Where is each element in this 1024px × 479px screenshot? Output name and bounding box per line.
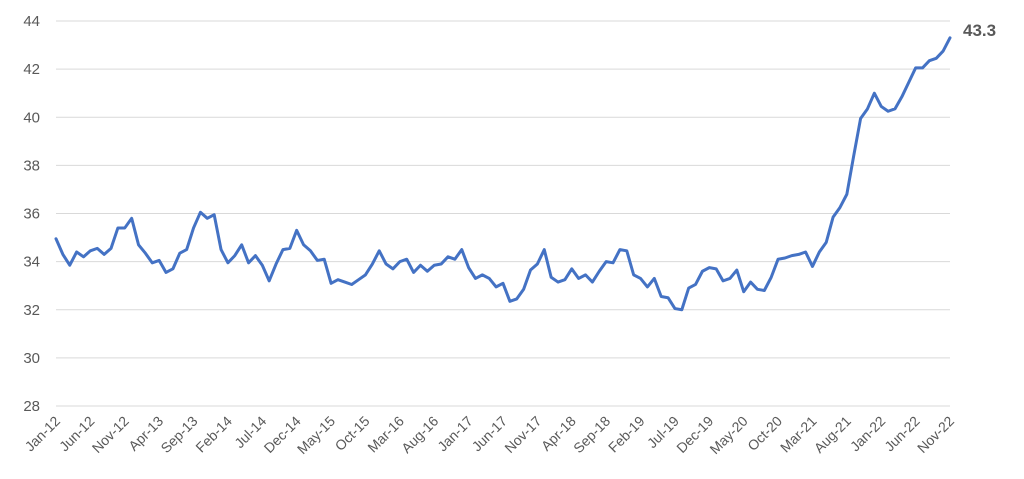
- y-tick-label: 28: [23, 398, 40, 415]
- x-tick-label: Nov-12: [89, 413, 132, 456]
- x-axis-tick-labels: Jan-12Jun-12Nov-12Apr-13Sep-13Feb-14Jul-…: [22, 413, 958, 457]
- x-tick-label: Sep-18: [570, 413, 613, 456]
- x-tick-label: Mar-21: [777, 413, 820, 456]
- y-tick-label: 42: [23, 61, 40, 78]
- y-tick-label: 44: [23, 13, 40, 30]
- y-tick-label: 36: [23, 206, 40, 223]
- y-tick-label: 30: [23, 350, 40, 367]
- x-tick-label: May-15: [294, 413, 338, 457]
- x-tick-label: Mar-16: [364, 413, 407, 456]
- x-tick-label: Feb-14: [192, 413, 235, 456]
- x-tick-label: Jan-22: [847, 413, 889, 455]
- x-tick-label: May-20: [706, 413, 750, 457]
- x-tick-label: Nov-17: [501, 413, 544, 456]
- series-line: [54, 36, 952, 312]
- x-tick-label: Feb-19: [605, 413, 648, 456]
- x-tick-label: Nov-22: [914, 413, 957, 456]
- y-tick-label: 32: [23, 302, 40, 319]
- last-value-label: 43.3: [963, 21, 996, 40]
- y-tick-label: 34: [23, 254, 40, 271]
- y-tick-label: 40: [23, 109, 40, 126]
- x-tick-label: Sep-13: [157, 413, 200, 456]
- series-layer: [54, 36, 952, 312]
- y-tick-label: 38: [23, 157, 40, 174]
- x-tick-label: Jan-12: [22, 413, 64, 455]
- x-tick-label: Jan-17: [434, 413, 476, 455]
- y-axis-tick-labels: 28 30 32 34 36 38 40 42 44: [23, 13, 40, 415]
- x-tick-label: Aug-16: [398, 413, 441, 456]
- x-tick-label: Aug-21: [811, 413, 854, 456]
- gridlines: [56, 20, 950, 407]
